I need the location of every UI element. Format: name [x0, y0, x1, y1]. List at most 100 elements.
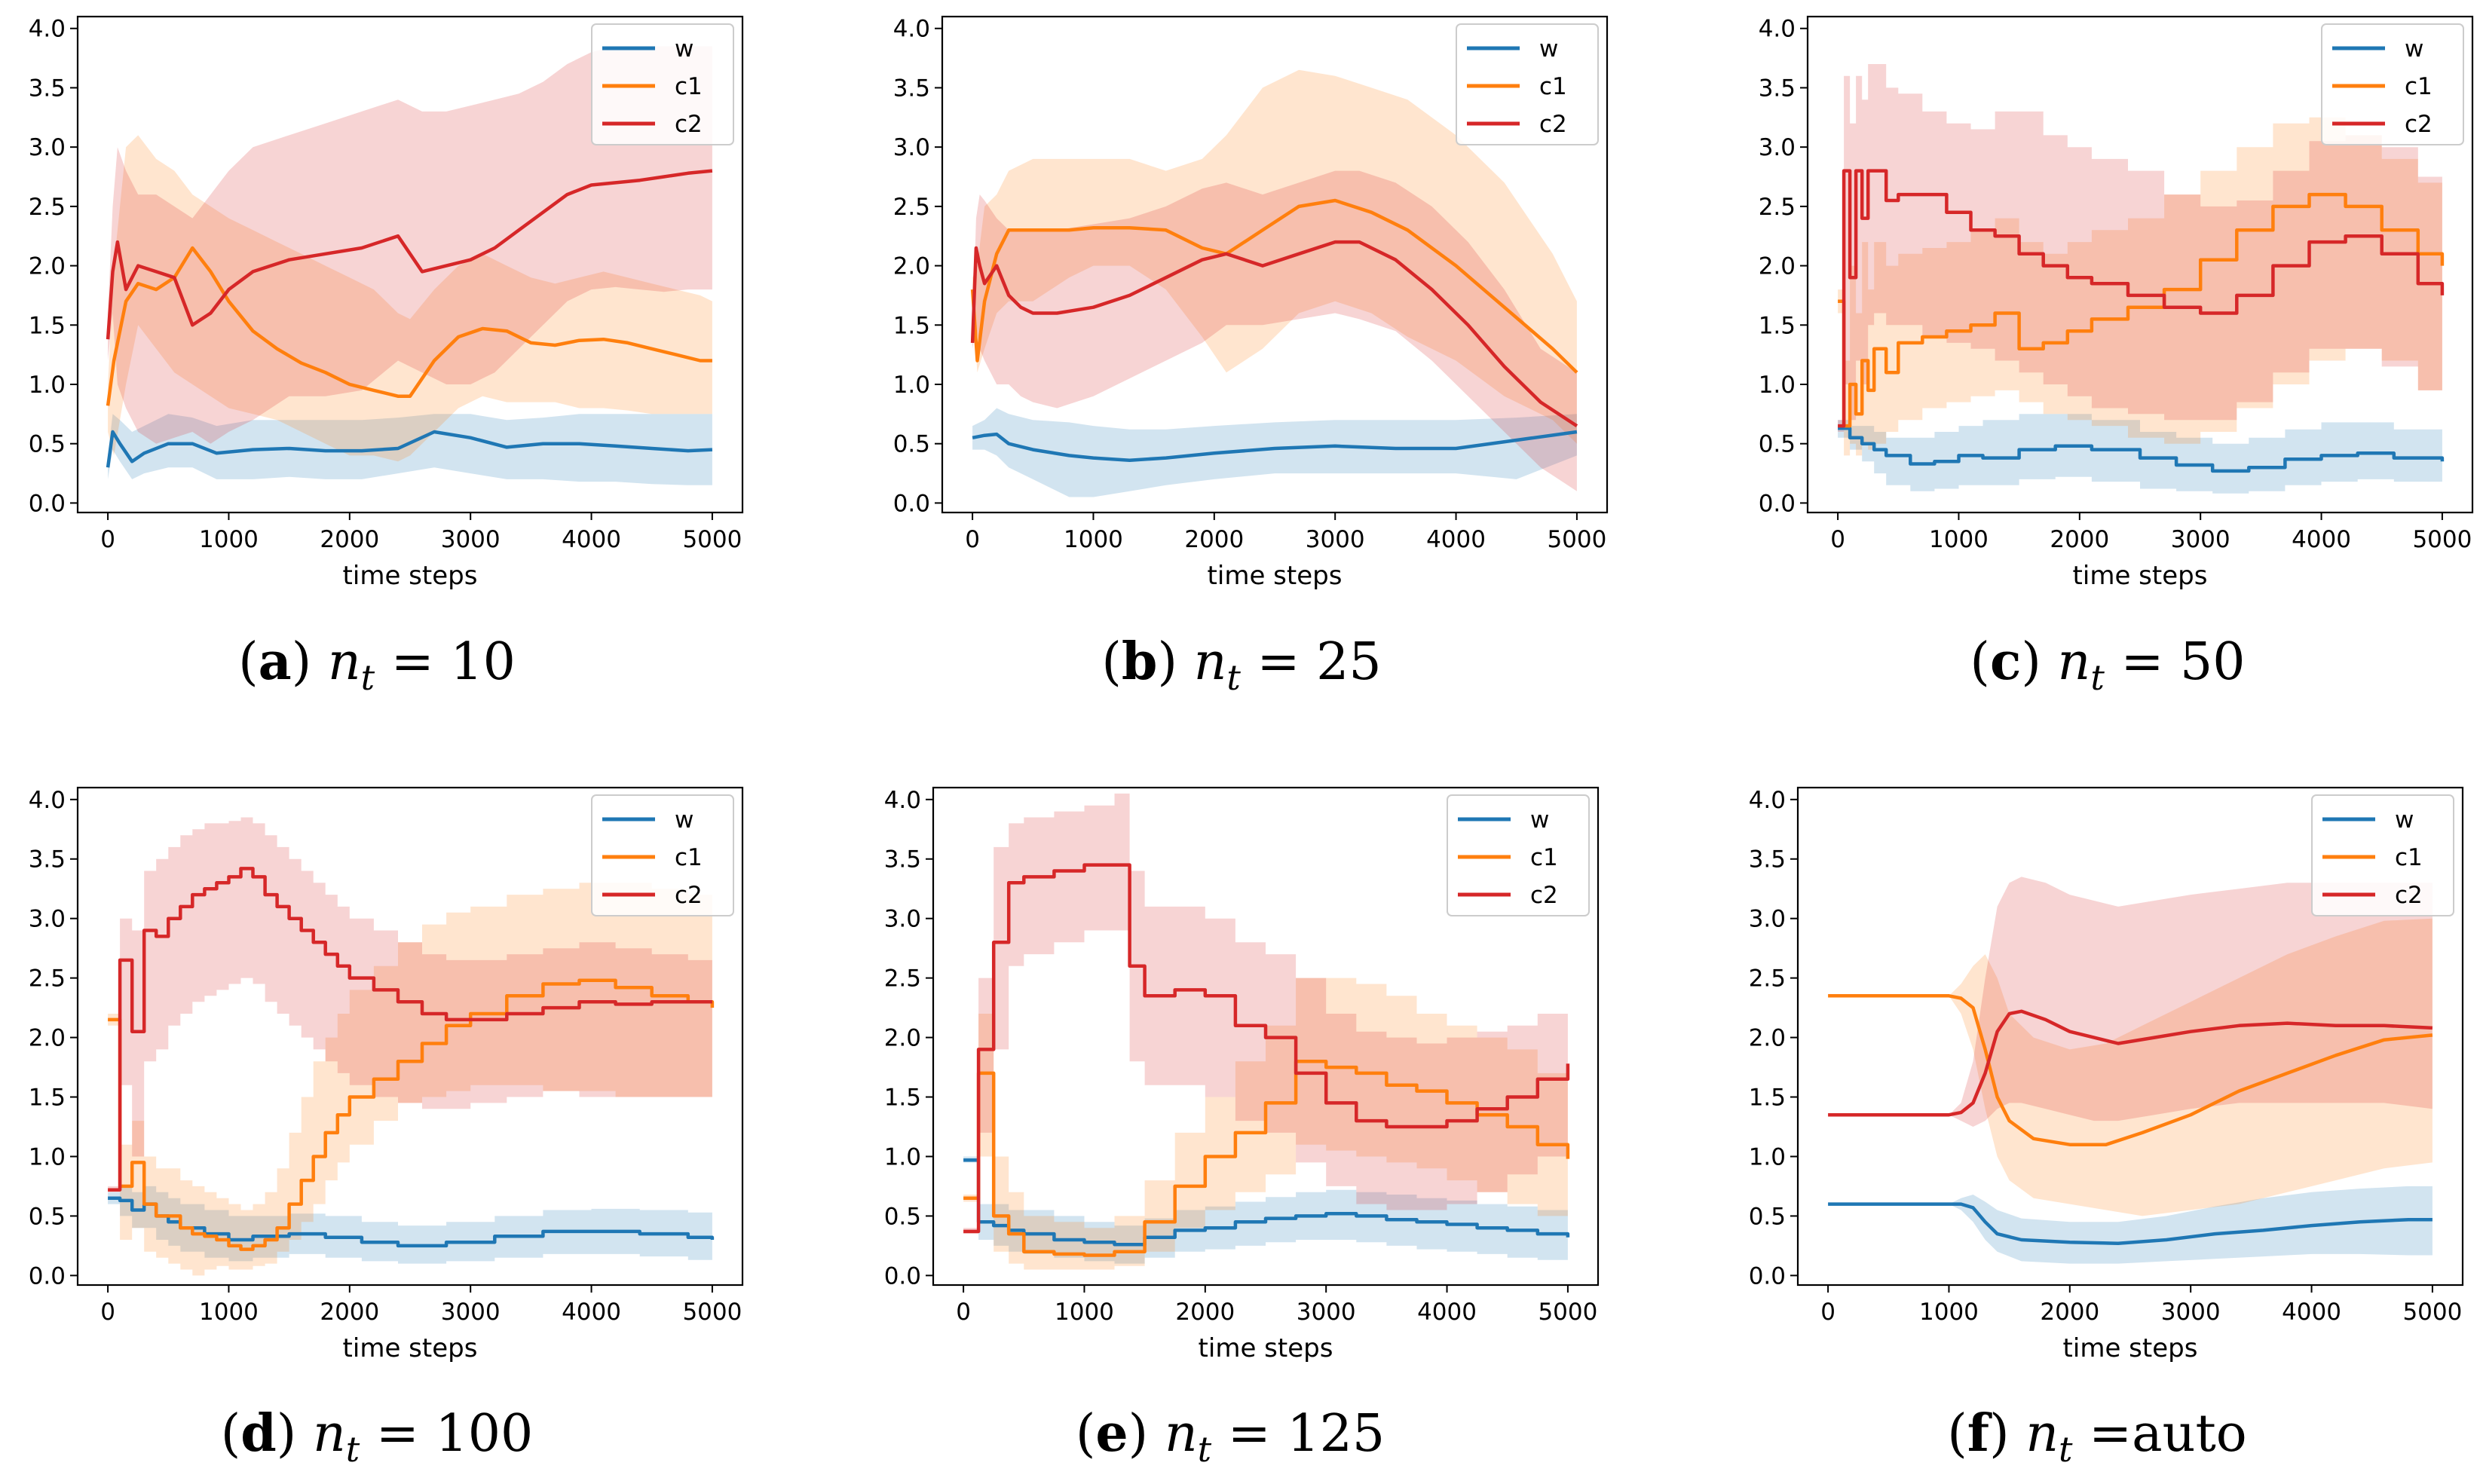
- chart-panel-e: 0.0 0.5 1.0 1.5 2.0 2.5 3.0 3.5 4.0 0 1000 2000 3000…: [884, 786, 1600, 1363]
- y-tick-label: 0.5: [29, 431, 66, 458]
- x-tick-label: 3000: [1306, 526, 1365, 553]
- y-tick-label: 3.5: [893, 75, 930, 102]
- chart-panel-d: 0.0 0.5 1.0 1.5 2.0 2.5 3.0 3.5 4.0 0 1000 2000 3000…: [29, 787, 744, 1363]
- legend-label-w: w: [675, 806, 693, 834]
- x-tick-label: 1000: [199, 526, 259, 553]
- x-axis-label: time steps: [1199, 1333, 1333, 1363]
- x-tick-label: 2000: [320, 526, 379, 553]
- x-tick-label: 5000: [1547, 526, 1606, 553]
- y-tick-label: 1.5: [29, 312, 66, 339]
- x-tick-label: 1000: [1929, 526, 1989, 553]
- band-w: [108, 414, 712, 485]
- y-tick-label: 1.0: [29, 372, 66, 399]
- y-tick-label: 2.0: [1759, 253, 1796, 280]
- band-c2: [972, 170, 1577, 491]
- x-tick-label: 3000: [2171, 526, 2230, 553]
- x-tick-label: 0: [965, 526, 980, 553]
- y-tick-label: 3.0: [1749, 906, 1786, 933]
- chart-panel-f: 0.0 0.5 1.0 1.5 2.0 2.5 3.0 3.5 4.0 0 1000 2000 3000…: [1749, 787, 2464, 1363]
- y-tick-label: 2.5: [29, 194, 66, 221]
- legend-label-c1: c1: [1539, 73, 1567, 100]
- legend-label-w: w: [1530, 806, 1549, 834]
- series-line-c1: [1828, 994, 2433, 1146]
- legend-label-c1: c1: [675, 844, 703, 871]
- y-tick-label: 0.0: [29, 1262, 66, 1290]
- x-tick-label: 1000: [1919, 1299, 1979, 1326]
- band-w: [972, 408, 1577, 497]
- x-tick-label: 4000: [562, 526, 621, 553]
- y-tick-label: 3.0: [29, 906, 66, 933]
- legend-label-w: w: [675, 35, 693, 63]
- axes-frame: [932, 786, 1600, 1287]
- caption-c: (c) nt = 50: [1970, 632, 2246, 698]
- y-tick-label: 0.5: [1759, 431, 1796, 458]
- legend-label-c2: c2: [2395, 882, 2423, 909]
- series-line-w: [106, 430, 713, 468]
- legend-label-c2: c2: [675, 111, 703, 138]
- y-tick-label: 2.5: [29, 965, 66, 993]
- y-tick-label: 1.5: [884, 1085, 921, 1112]
- caption-f: (f) nt =auto: [1947, 1403, 2247, 1470]
- x-tick-label: 0: [1830, 526, 1845, 553]
- x-tick-label: 0: [1820, 1299, 1836, 1326]
- caption-e: (e) nt = 125: [1075, 1403, 1385, 1470]
- band-c1: [972, 69, 1577, 444]
- series-line-c1: [108, 978, 715, 1251]
- legend-label-c1: c1: [675, 73, 703, 100]
- series-line-c1: [1838, 192, 2445, 428]
- y-tick-label: 3.5: [1759, 75, 1796, 102]
- series-line-c2: [963, 863, 1570, 1234]
- plot-area: [108, 817, 715, 1276]
- plot-area: [963, 793, 1570, 1270]
- x-tick-label: 5000: [682, 526, 742, 553]
- legend-label-c1: c1: [1530, 844, 1558, 871]
- y-tick-label: 3.0: [29, 134, 66, 161]
- x-axis-label: time steps: [2063, 1333, 2198, 1363]
- x-tick-label: 2000: [2050, 526, 2109, 553]
- y-tick-label: 2.0: [29, 253, 66, 280]
- band-c1: [1838, 117, 2442, 456]
- legend-label-c2: c2: [1530, 882, 1558, 909]
- series-line-c2: [1838, 169, 2445, 428]
- y-tick-label: 0.0: [884, 1262, 921, 1290]
- y-tick-label: 3.0: [884, 906, 921, 933]
- x-tick-label: 5000: [1538, 1299, 1597, 1326]
- x-tick-label: 4000: [1426, 526, 1486, 553]
- x-tick-label: 4000: [1417, 1299, 1477, 1326]
- y-tick-label: 3.5: [29, 75, 66, 102]
- y-tick-label: 2.0: [893, 253, 930, 280]
- y-tick-label: 2.0: [1749, 1025, 1786, 1052]
- plot-area: [1838, 64, 2445, 494]
- y-tick-label: 3.0: [1759, 134, 1796, 161]
- y-tick-label: 0.0: [1749, 1262, 1786, 1290]
- y-tick-label: 3.0: [893, 134, 930, 161]
- x-tick-label: 2000: [2040, 1299, 2099, 1326]
- band-c2: [1838, 64, 2442, 432]
- legend-label-c1: c1: [2405, 73, 2433, 100]
- series-line-w: [1838, 426, 2445, 473]
- series-line-c1: [963, 1059, 1570, 1257]
- series-line-c1: [106, 246, 712, 406]
- y-tick-label: 4.0: [29, 16, 66, 43]
- y-tick-label: 1.0: [1759, 372, 1796, 399]
- x-tick-label: 1000: [1055, 1299, 1114, 1326]
- x-tick-label: 4000: [2282, 1299, 2341, 1326]
- x-tick-label: 2000: [1184, 526, 1244, 553]
- series-line-c2: [108, 867, 712, 1192]
- legend-label-c2: c2: [675, 882, 703, 909]
- y-tick-label: 0.5: [884, 1203, 921, 1230]
- y-tick-label: 0.5: [1749, 1203, 1786, 1230]
- legend-box: [1456, 23, 1599, 145]
- axes-frame: [76, 15, 744, 514]
- band-w: [1828, 1186, 2433, 1264]
- x-tick-label: 5000: [2402, 1299, 2462, 1326]
- axes-frame: [1806, 15, 2474, 514]
- plot-area: [106, 46, 713, 485]
- x-axis-label: time steps: [343, 1333, 478, 1363]
- band-c2: [108, 46, 712, 444]
- plot-area: [1828, 877, 2433, 1264]
- axes-frame: [941, 15, 1609, 514]
- y-tick-label: 2.5: [884, 965, 921, 993]
- x-tick-label: 5000: [682, 1299, 742, 1326]
